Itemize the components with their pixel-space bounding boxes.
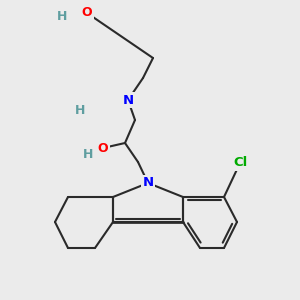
Text: O: O [82,7,92,20]
Text: Cl: Cl [233,157,247,169]
Text: H: H [75,103,85,116]
Text: H: H [83,148,93,161]
Text: N: N [142,176,154,190]
Text: N: N [122,94,134,106]
Text: O: O [98,142,108,154]
Text: H: H [57,11,67,23]
